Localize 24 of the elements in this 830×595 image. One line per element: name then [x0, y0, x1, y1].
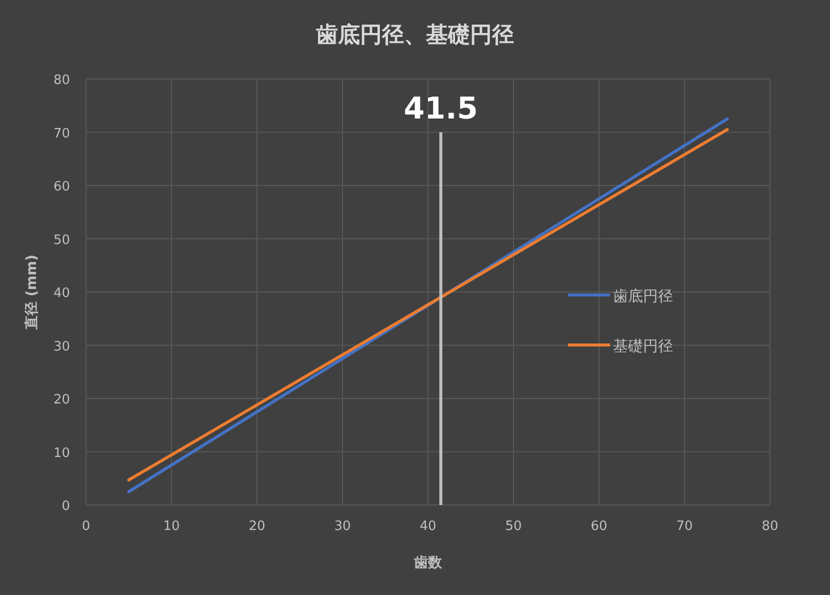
x-tick-label: 0	[82, 519, 90, 534]
x-tick-label: 30	[334, 519, 351, 534]
y-tick-label: 60	[53, 180, 70, 194]
y-axis-title: 直径 (mm)	[24, 254, 40, 330]
legend-label: 基礎円径	[613, 337, 673, 355]
x-tick-label: 50	[505, 519, 522, 534]
y-tick-label: 10	[53, 446, 70, 461]
legend-label: 歯底円径	[613, 287, 673, 305]
x-axis-title: 歯数	[413, 555, 443, 571]
y-tick-label: 50	[53, 232, 70, 248]
x-tick-label: 10	[163, 519, 180, 534]
y-tick-label: 20	[53, 392, 70, 408]
y-tick-label: 30	[53, 339, 70, 354]
y-tick-label: 40	[53, 286, 70, 301]
y-tick-label: 70	[53, 126, 70, 142]
x-tick-label: 60	[590, 519, 608, 534]
y-tick-label: 0	[62, 499, 70, 514]
y-tick-label: 80	[53, 73, 70, 88]
x-tick-label: 80	[762, 519, 778, 534]
x-tick-label: 40	[420, 519, 436, 534]
chart-title: 歯底円径、基礎円径	[315, 22, 514, 48]
ref-line-label: 41.5	[404, 91, 478, 126]
x-tick-label: 20	[248, 519, 266, 534]
x-tick-label: 70	[676, 519, 693, 534]
